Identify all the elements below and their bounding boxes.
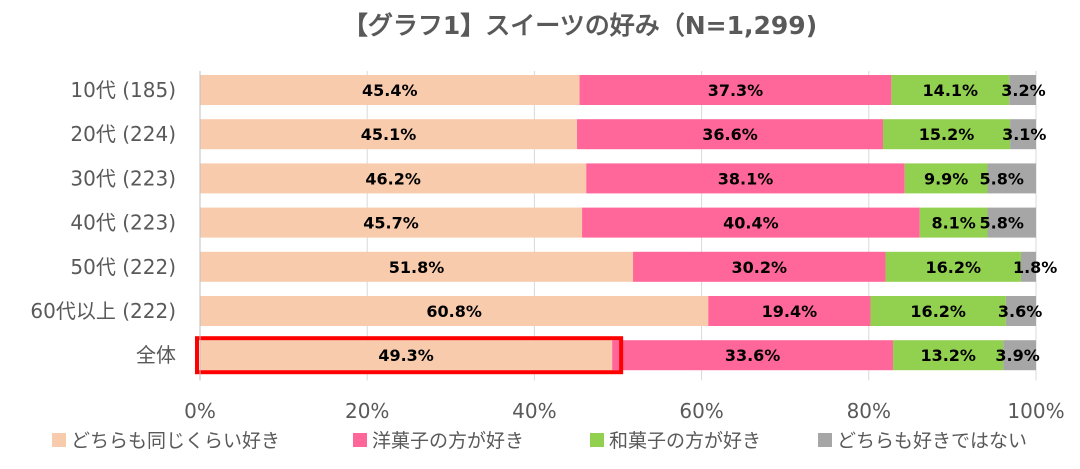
bar-segment	[200, 296, 709, 326]
axes: 0% 20% 40% 60% 80% 100% 10代 (185) 20代 (224) 30代 …	[30, 71, 1065, 423]
bar-segment	[987, 163, 1036, 194]
chart-title: 【グラフ1】スイーツの好み（N=1,299)	[343, 11, 817, 40]
x-tick-label: 40%	[512, 399, 556, 423]
category-label: 30代 (223)	[70, 166, 176, 190]
legend-label: 和菓子の方が好き	[609, 430, 761, 452]
bar-segment	[919, 207, 988, 238]
data-label: 51.8%	[389, 258, 445, 277]
bar-segment	[582, 207, 920, 238]
bar-segment	[1003, 340, 1036, 371]
data-label: 5.8%	[980, 214, 1024, 233]
bar-segment	[891, 75, 1010, 105]
data-label: 15.2%	[919, 125, 975, 144]
category-label: 10代 (185)	[70, 78, 176, 102]
legend-label: 洋菓子の方が好き	[372, 430, 524, 452]
legend-swatch	[52, 433, 66, 447]
data-label: 33.6%	[725, 346, 781, 365]
data-label: 16.2%	[910, 302, 966, 321]
legend-swatch	[353, 433, 367, 447]
category-label: 60代以上 (222)	[30, 299, 176, 323]
bar-segment	[612, 340, 894, 371]
legend: どちらも同じくらい好き 洋菓子の方が好き 和菓子の方が好き どちらも好きではない	[52, 430, 1027, 452]
data-label: 3.6%	[998, 302, 1042, 321]
data-label: 49.3%	[378, 346, 434, 365]
bar-segment	[904, 163, 988, 194]
data-label: 38.1%	[718, 169, 774, 188]
bar-segment	[579, 75, 892, 105]
bar-segment	[883, 119, 1011, 150]
data-label: 45.4%	[362, 81, 418, 100]
category-label: 50代 (222)	[70, 255, 176, 279]
data-label: 9.9%	[924, 169, 968, 188]
bar-segment	[586, 163, 905, 194]
data-label: 40.4%	[723, 214, 779, 233]
x-tick-label: 60%	[679, 399, 723, 423]
bar-segment	[200, 251, 634, 282]
bar-segment	[200, 340, 613, 371]
data-label: 8.1%	[931, 214, 975, 233]
category-label: 全体	[136, 343, 176, 367]
data-label: 14.1%	[923, 81, 979, 100]
bar-segment	[885, 251, 1021, 282]
legend-label: どちらも好きではない	[837, 430, 1027, 452]
bar-segment	[200, 119, 578, 150]
data-label: 37.3%	[708, 81, 764, 100]
x-tick-label: 20%	[345, 399, 389, 423]
bar-segment	[708, 296, 871, 326]
data-label: 45.1%	[361, 125, 417, 144]
data-label: 46.2%	[365, 169, 421, 188]
bar-segment	[1009, 75, 1036, 105]
bar-segment	[1010, 119, 1036, 150]
bar-segment	[200, 75, 580, 105]
x-tick-label: 100%	[1007, 399, 1064, 423]
data-labels: 45.4% 37.3% 14.1% 3.2% 45.1% 36.6% 15.2% 3.1% 46…	[195, 81, 1057, 375]
bar-segment	[577, 119, 884, 150]
bar-segment	[987, 207, 1036, 238]
bar-segment	[870, 296, 1006, 326]
bar-segment	[633, 251, 886, 282]
data-label: 16.2%	[925, 258, 981, 277]
data-label: 5.8%	[980, 169, 1024, 188]
category-label: 20代 (224)	[70, 122, 176, 146]
data-label: 60.8%	[426, 302, 482, 321]
data-label: 3.1%	[1002, 125, 1046, 144]
bars	[200, 75, 1036, 371]
x-tick-label: 0%	[184, 399, 216, 423]
data-label: 3.9%	[995, 346, 1039, 365]
bar-segment	[200, 163, 587, 194]
bar-segment	[893, 340, 1004, 371]
bar-segment	[1020, 251, 1036, 282]
category-label: 40代 (223)	[70, 211, 176, 235]
bar-segment	[1005, 296, 1036, 326]
highlight-box	[195, 336, 624, 375]
data-label: 36.6%	[702, 125, 758, 144]
x-tick-label: 80%	[847, 399, 891, 423]
data-label: 13.2%	[920, 346, 976, 365]
data-label: 19.4%	[762, 302, 818, 321]
bar-segment	[200, 207, 583, 238]
data-label: 1.8%	[1013, 258, 1057, 277]
data-label: 3.2%	[1001, 81, 1045, 100]
legend-label: どちらも同じくらい好き	[71, 430, 280, 452]
data-label: 45.7%	[363, 214, 419, 233]
legend-swatch	[818, 433, 832, 447]
legend-swatch	[590, 433, 604, 447]
data-label: 30.2%	[732, 258, 788, 277]
